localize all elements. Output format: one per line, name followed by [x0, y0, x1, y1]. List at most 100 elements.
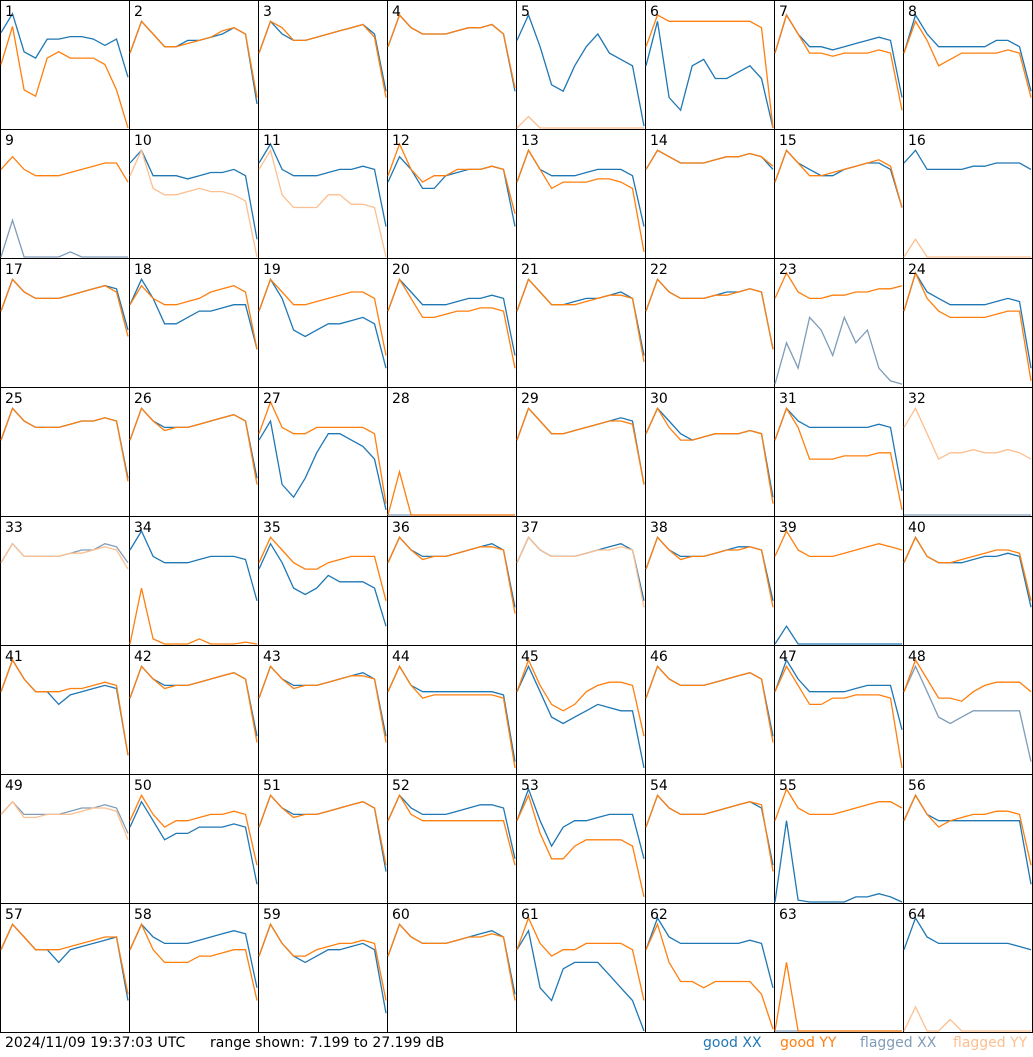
panel-label: 5	[521, 4, 530, 20]
spectrum-yy	[645, 794, 774, 872]
spectrum-xx	[645, 536, 774, 601]
spectrum-yy	[516, 278, 645, 363]
spectrum-xx	[0, 800, 129, 834]
spectrum-yy	[645, 406, 774, 504]
spectrum-yy	[129, 284, 258, 350]
spectrum-xx	[903, 271, 1032, 369]
panel-label: 63	[779, 907, 797, 923]
panel-label: 62	[650, 907, 668, 923]
spectrum-xx	[774, 658, 903, 730]
spectrum-yy	[258, 148, 387, 258]
spectrum-xx	[774, 820, 903, 903]
spectrum-yy	[903, 406, 1032, 461]
panel-label: 47	[779, 649, 797, 665]
spectrum-xx	[0, 658, 129, 756]
panel-label: 48	[908, 649, 926, 665]
spectrum-yy	[0, 278, 129, 337]
panel-label: 35	[263, 520, 281, 536]
panel-label: 8	[908, 4, 917, 20]
spectrum-yy	[387, 793, 516, 866]
spectrum-xx	[129, 277, 258, 350]
range-label: range shown: 7.199 to 27.199 dB	[210, 1035, 444, 1051]
panel-label: 16	[908, 133, 926, 149]
spectrum-xx	[516, 278, 645, 356]
panel-label: 12	[392, 133, 410, 149]
spectrum-yy	[129, 148, 258, 258]
spectrum-xx	[516, 407, 645, 485]
spectrum-yy	[129, 587, 258, 645]
spectrum-xx	[258, 142, 387, 227]
spectrum-yy	[387, 923, 516, 1001]
spectrum-yy	[258, 922, 387, 1001]
spectrum-yy	[516, 407, 645, 485]
spectrum-yy	[516, 536, 645, 608]
panel-label: 14	[650, 133, 668, 149]
spectrum-yy	[903, 19, 1032, 98]
panel-label: 4	[392, 4, 401, 20]
spectrum-yy	[774, 13, 903, 111]
panel-label: 39	[779, 520, 797, 536]
legend-entry: flagged YY	[953, 1035, 1028, 1051]
panel-label: 57	[5, 907, 23, 923]
panel-label: 22	[650, 262, 668, 278]
spectrum-yy	[258, 400, 387, 504]
panel-frame	[129, 0, 259, 130]
panel-label: 38	[650, 520, 668, 536]
panel-frame	[258, 0, 388, 130]
panel-label: 15	[779, 133, 797, 149]
spectrum-yy	[645, 278, 774, 350]
spectrum-xx	[903, 13, 1032, 92]
spectrum-xx	[903, 916, 1032, 951]
spectrum-yy	[0, 923, 129, 995]
panel-frame	[645, 0, 775, 130]
spectrum-xx	[0, 12, 129, 78]
panel-label: 21	[521, 262, 539, 278]
spectrum-yy	[258, 794, 387, 866]
panel-label: 7	[779, 4, 788, 20]
panel-label: 51	[263, 778, 281, 794]
spectrum-xx	[774, 407, 903, 492]
spectrum-yy	[903, 535, 1032, 601]
spectrum-yy	[387, 277, 516, 369]
panel-label: 50	[134, 778, 152, 794]
panel-label: 10	[134, 133, 152, 149]
panel-label: 11	[263, 133, 281, 149]
spectrum-xx	[129, 923, 258, 988]
spectrum-yy	[903, 793, 1032, 866]
spectrum-yy	[774, 962, 902, 1032]
spectrum-yy	[645, 14, 774, 129]
spectrum-yy	[387, 13, 516, 89]
panel-label: 3	[263, 4, 272, 20]
panel-label: 41	[5, 649, 23, 665]
spectrum-xx	[774, 625, 902, 645]
spectrum-yy	[516, 916, 645, 1001]
spectrum-yy	[129, 20, 258, 98]
spectrum-yy	[774, 529, 903, 558]
panel-label: 60	[392, 907, 410, 923]
panel-frame	[774, 0, 904, 130]
spectrum-yy	[516, 148, 645, 253]
panel-label: 44	[392, 649, 410, 665]
spectrum-yy	[129, 922, 258, 1001]
spectrum-xx	[258, 419, 387, 511]
spectrum-yy	[516, 658, 645, 737]
panel-label: 19	[263, 262, 281, 278]
spectrum-yy	[0, 658, 129, 756]
panel-label: 20	[392, 262, 410, 278]
spectrum-yy	[129, 793, 258, 866]
spectrum-yy	[0, 800, 129, 841]
spectrum-yy	[516, 115, 644, 129]
spectrum-xx	[387, 278, 516, 356]
panel-label: 52	[392, 778, 410, 794]
panel-label: 54	[650, 778, 668, 794]
spectrum-yy	[258, 278, 387, 356]
spectrum-yy	[0, 155, 129, 183]
panel-label: 23	[779, 262, 797, 278]
spectrum-yy	[774, 787, 903, 821]
spectrum-yy	[129, 665, 258, 743]
spectrum-xx	[258, 542, 387, 627]
panel-label: 34	[134, 520, 152, 536]
spectrum-yy	[258, 536, 387, 601]
panel-label: 2	[134, 4, 143, 20]
panel-label: 40	[908, 520, 926, 536]
